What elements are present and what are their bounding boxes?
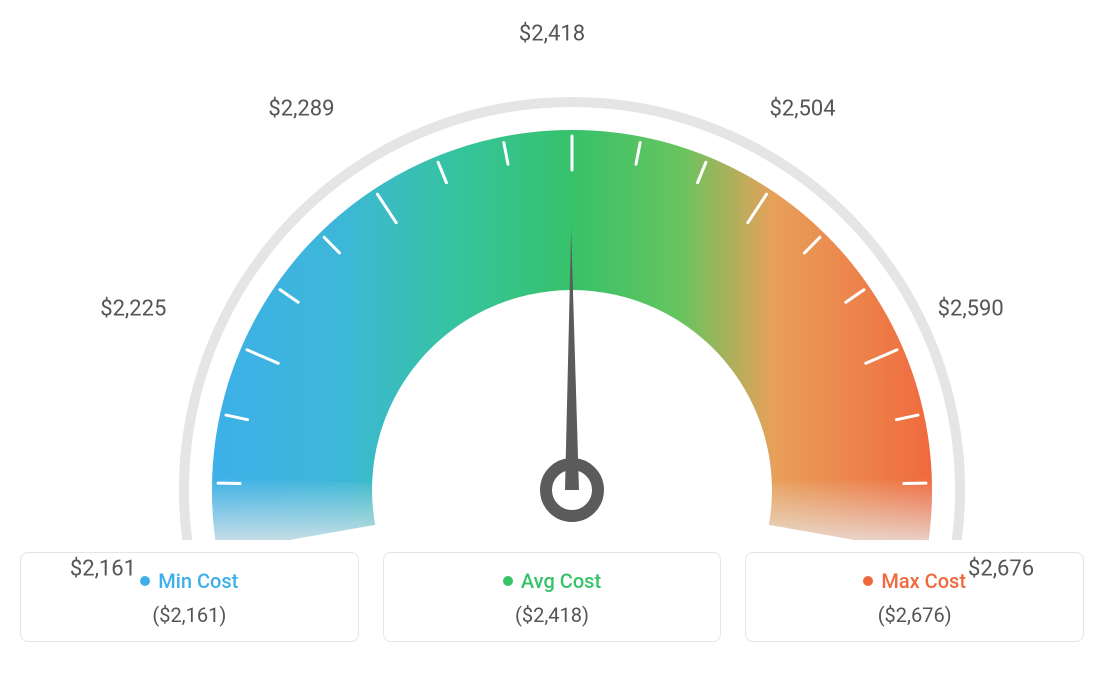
gauge-tick-label: $2,225 (100, 297, 166, 322)
legend-card-avg: Avg Cost ($2,418) (383, 552, 722, 642)
legend-row: Min Cost ($2,161) Avg Cost ($2,418) Max Cost… (20, 552, 1084, 642)
gauge-tick-label: $2,590 (938, 297, 1004, 322)
legend-dot-avg (503, 576, 513, 586)
cost-gauge-chart: $2,161$2,225$2,289$2,418$2,504$2,590$2,6… (20, 20, 1084, 540)
legend-value-avg: ($2,418) (396, 603, 709, 627)
legend-title-text: Min Cost (158, 569, 238, 593)
legend-title-min: Min Cost (140, 569, 238, 593)
legend-value-min: ($2,161) (33, 603, 346, 627)
legend-title-max: Max Cost (863, 569, 966, 593)
gauge-tick-label: $2,418 (519, 22, 585, 47)
gauge-tick-label: $2,676 (968, 557, 1034, 582)
legend-value-max: ($2,676) (758, 603, 1071, 627)
legend-dot-min (140, 576, 150, 586)
gauge-tick-label: $2,289 (268, 97, 334, 122)
legend-title-text: Max Cost (881, 569, 966, 593)
gauge-tick-label: $2,161 (70, 557, 136, 582)
gauge-svg (20, 20, 1104, 540)
gauge-tick-label: $2,504 (769, 97, 835, 122)
legend-title-text: Avg Cost (521, 569, 601, 593)
legend-dot-max (863, 576, 873, 586)
legend-title-avg: Avg Cost (503, 569, 601, 593)
